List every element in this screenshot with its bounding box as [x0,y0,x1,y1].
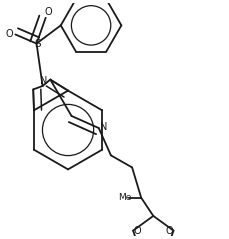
Text: Me: Me [117,193,131,202]
Text: S: S [35,38,41,49]
Text: O: O [45,7,52,17]
Text: N: N [99,122,106,131]
Text: O: O [133,226,141,236]
Text: O: O [5,29,13,39]
Text: N: N [40,76,48,87]
Text: O: O [164,226,172,236]
